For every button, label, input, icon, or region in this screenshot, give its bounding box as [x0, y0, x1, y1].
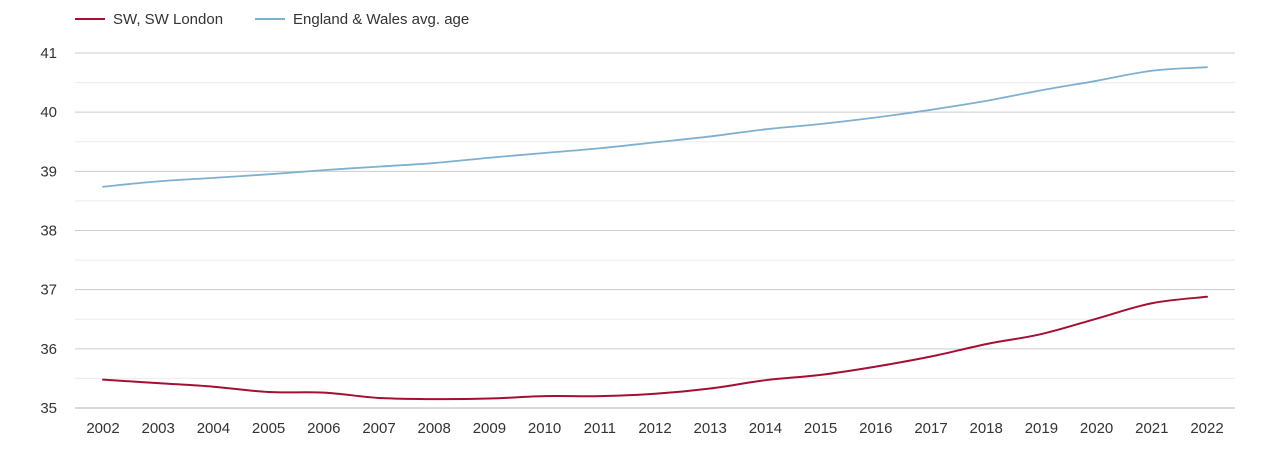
legend-label: England & Wales avg. age — [293, 11, 469, 28]
x-tick-label: 2018 — [970, 420, 1003, 437]
x-tick-label: 2014 — [749, 420, 782, 437]
legend-label: SW, SW London — [113, 11, 223, 28]
y-tick-label: 36 — [40, 341, 57, 358]
x-tick-label: 2006 — [307, 420, 340, 437]
series-lines — [102, 66, 1208, 401]
x-tick-label: 2004 — [197, 420, 230, 437]
x-tick-label: 2022 — [1190, 420, 1223, 437]
x-tick-label: 2007 — [362, 420, 395, 437]
series-line-sw-london — [102, 295, 1208, 401]
x-tick-label: 2009 — [473, 420, 506, 437]
grid — [75, 52, 1235, 409]
y-tick-label: 40 — [40, 104, 57, 121]
y-tick-label: 41 — [40, 45, 57, 62]
x-tick-label: 2021 — [1135, 420, 1168, 437]
x-tick-label: 2005 — [252, 420, 285, 437]
y-tick-label: 39 — [40, 163, 57, 180]
x-tick-label: 2015 — [804, 420, 837, 437]
x-tick-label: 2012 — [638, 420, 671, 437]
x-tick-label: 2020 — [1080, 420, 1113, 437]
x-tick-label: 2011 — [584, 420, 616, 437]
y-tick-label: 37 — [40, 282, 57, 299]
legend-item: SW, SW London — [75, 11, 223, 28]
x-tick-label: 2013 — [694, 420, 727, 437]
x-tick-label: 2016 — [859, 420, 892, 437]
y-tick-label: 38 — [40, 223, 57, 240]
series-line-england-wales — [102, 66, 1208, 188]
x-tick-label: 2019 — [1025, 420, 1058, 437]
x-tick-label: 2017 — [914, 420, 947, 437]
legend-item: England & Wales avg. age — [255, 11, 469, 28]
x-tick-label: 2008 — [418, 420, 451, 437]
y-tick-label: 35 — [40, 400, 57, 417]
legend: SW, SW London England & Wales avg. age — [75, 11, 469, 28]
x-tick-label: 2003 — [142, 420, 175, 437]
x-axis: 2002 2003 2004 2005 2006 2007 2008 2009 2010 2011… — [86, 420, 1223, 437]
x-tick-label: 2002 — [86, 420, 119, 437]
y-axis: 35 36 37 38 39 40 41 — [40, 45, 57, 417]
x-tick-label: 2010 — [528, 420, 561, 437]
